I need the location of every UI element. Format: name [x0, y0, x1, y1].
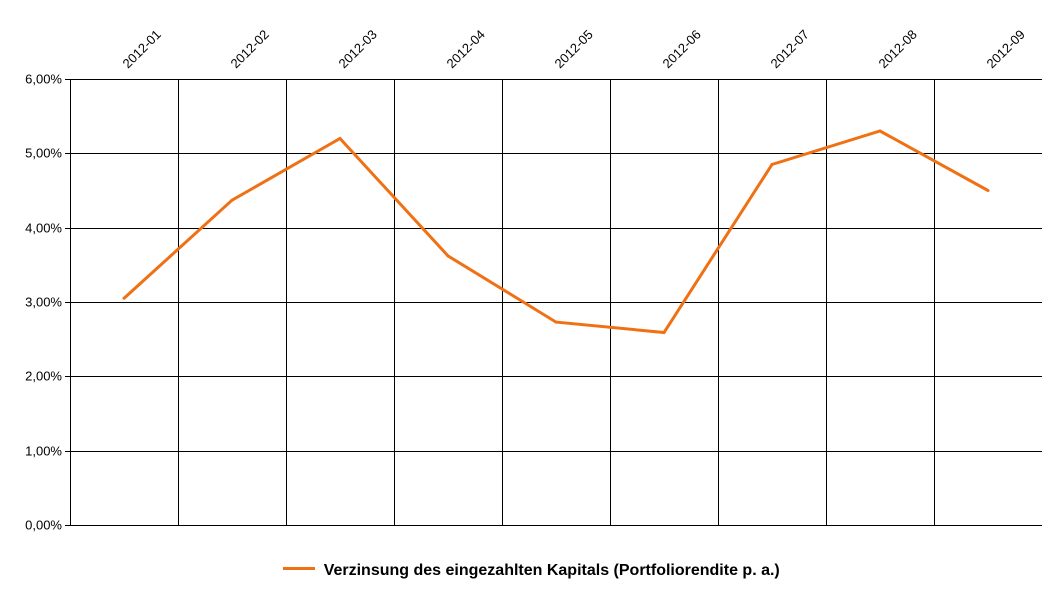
y-tick-label: 4,00%	[25, 221, 62, 236]
legend-swatch	[283, 567, 316, 571]
line-chart: 0,00% 1,00% 2,00% 3,00% 4,00% 5,00% 6,00% 2012…	[25, 27, 1042, 533]
data-point	[878, 129, 882, 133]
x-tick-label: 2012-04	[444, 27, 488, 71]
data-point	[770, 163, 774, 166]
y-tick-label: 1,00%	[25, 444, 62, 459]
x-tick-label: 2012-01	[120, 27, 164, 71]
y-tick-label: 0,00%	[25, 518, 62, 533]
grid-lines	[65, 79, 1042, 526]
data-point	[122, 296, 126, 300]
legend: Verzinsung des eingezahlten Kapitals (Po…	[0, 562, 1063, 580]
y-tick-label: 5,00%	[25, 146, 62, 161]
x-tick-label: 2012-06	[660, 27, 704, 71]
y-axis-ticks: 0,00% 1,00% 2,00% 3,00% 4,00% 5,00% 6,00%	[25, 72, 62, 533]
y-tick-label: 2,00%	[25, 369, 62, 384]
x-tick-label: 2012-08	[876, 27, 920, 71]
legend-label: Verzinsung des eingezahlten Kapitals (Po…	[323, 562, 780, 579]
data-point	[446, 254, 450, 258]
series-group	[122, 129, 990, 335]
data-point	[986, 189, 990, 192]
x-tick-label: 2012-05	[552, 27, 596, 71]
data-point	[662, 331, 666, 334]
x-tick-label: 2012-02	[228, 27, 272, 71]
x-axis-ticks: 2012-01 2012-02 2012-03 2012-04 2012-05 2012-…	[120, 27, 1028, 71]
x-tick-label: 2012-07	[768, 27, 812, 71]
y-tick-label: 6,00%	[25, 72, 62, 87]
data-point	[338, 137, 342, 140]
y-tick-label: 3,00%	[25, 295, 62, 310]
x-tick-label: 2012-03	[336, 27, 380, 71]
data-point	[230, 198, 234, 202]
x-tick-label: 2012-09	[984, 27, 1028, 71]
data-point	[554, 320, 558, 324]
